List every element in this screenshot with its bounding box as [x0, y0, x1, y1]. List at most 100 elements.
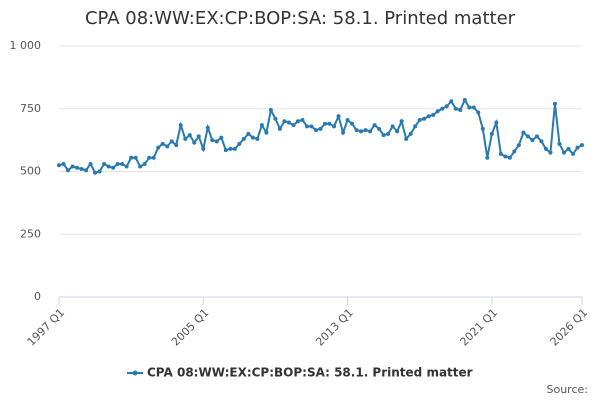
point — [399, 119, 404, 124]
point — [507, 155, 512, 160]
point — [395, 129, 400, 134]
point — [431, 113, 436, 118]
point — [205, 125, 210, 130]
legend-label: CPA 08:WW:EX:CP:BOP:SA: 58.1. Printed ma… — [147, 366, 473, 380]
point — [219, 135, 224, 140]
legend-marker — [132, 370, 138, 376]
point — [557, 141, 562, 146]
point — [241, 136, 246, 141]
point — [575, 145, 580, 150]
point — [363, 128, 368, 133]
series-line — [58, 97, 583, 174]
point — [440, 106, 445, 111]
x-tick-label: 2021 Q1 — [458, 306, 501, 349]
point — [534, 134, 539, 139]
point — [350, 121, 355, 126]
point — [228, 146, 233, 151]
point — [255, 136, 260, 141]
point — [345, 118, 350, 123]
point — [174, 143, 179, 148]
point — [106, 164, 111, 169]
point — [129, 155, 134, 160]
point — [498, 151, 503, 156]
y-tick-label: 750 — [20, 102, 41, 115]
point — [462, 97, 467, 102]
point — [97, 169, 102, 174]
point — [408, 131, 413, 136]
point — [552, 101, 557, 106]
point — [566, 146, 571, 151]
point — [318, 126, 323, 131]
point — [169, 139, 174, 144]
point — [183, 136, 188, 141]
point — [359, 129, 364, 134]
y-tick-label: 250 — [20, 227, 41, 240]
point — [422, 116, 427, 121]
point — [480, 126, 485, 131]
point — [277, 126, 282, 131]
point — [516, 143, 521, 148]
point — [386, 131, 391, 136]
point — [151, 155, 156, 160]
x-tick-label: 2026 Q1 — [548, 306, 591, 349]
point — [458, 108, 463, 113]
point — [196, 134, 201, 139]
point — [147, 155, 152, 160]
point — [309, 124, 314, 129]
point — [88, 161, 93, 166]
point — [368, 129, 373, 134]
point — [250, 135, 255, 140]
point — [295, 119, 300, 124]
x-tick-label: 2013 Q1 — [313, 306, 356, 349]
point — [120, 161, 125, 166]
point — [476, 110, 481, 115]
point — [467, 105, 472, 110]
x-tick-label: 2005 Q1 — [169, 306, 212, 349]
point — [489, 131, 494, 136]
point — [138, 164, 143, 169]
point — [512, 149, 517, 154]
point — [156, 145, 161, 150]
point — [377, 126, 382, 131]
point — [548, 150, 553, 155]
point — [521, 130, 526, 135]
point — [332, 124, 337, 129]
point — [201, 146, 206, 151]
point — [66, 168, 71, 173]
point — [192, 140, 197, 145]
point — [133, 155, 138, 160]
point — [435, 109, 440, 114]
y-tick-label: 1 000 — [10, 39, 42, 52]
point — [413, 124, 418, 129]
point — [580, 143, 584, 148]
point — [264, 130, 269, 135]
y-tick-label: 500 — [20, 165, 41, 178]
point — [178, 123, 183, 128]
point — [259, 123, 264, 128]
point — [282, 119, 287, 124]
point — [61, 161, 66, 166]
point — [381, 133, 386, 138]
point — [124, 164, 129, 169]
point — [142, 161, 147, 166]
point — [561, 150, 566, 155]
point — [444, 104, 449, 109]
point — [494, 120, 499, 125]
point — [232, 146, 237, 151]
point — [79, 166, 84, 171]
point — [115, 161, 120, 166]
point — [570, 151, 575, 156]
point — [160, 141, 165, 146]
point — [539, 139, 544, 144]
point — [530, 138, 535, 143]
point — [503, 154, 508, 159]
point — [313, 128, 318, 133]
point — [485, 155, 490, 160]
point — [93, 170, 98, 175]
point — [323, 121, 328, 126]
chart-title: CPA 08:WW:EX:CP:BOP:SA: 58.1. Printed ma… — [85, 8, 516, 29]
point — [70, 164, 75, 169]
point — [75, 165, 80, 170]
point — [291, 123, 296, 128]
